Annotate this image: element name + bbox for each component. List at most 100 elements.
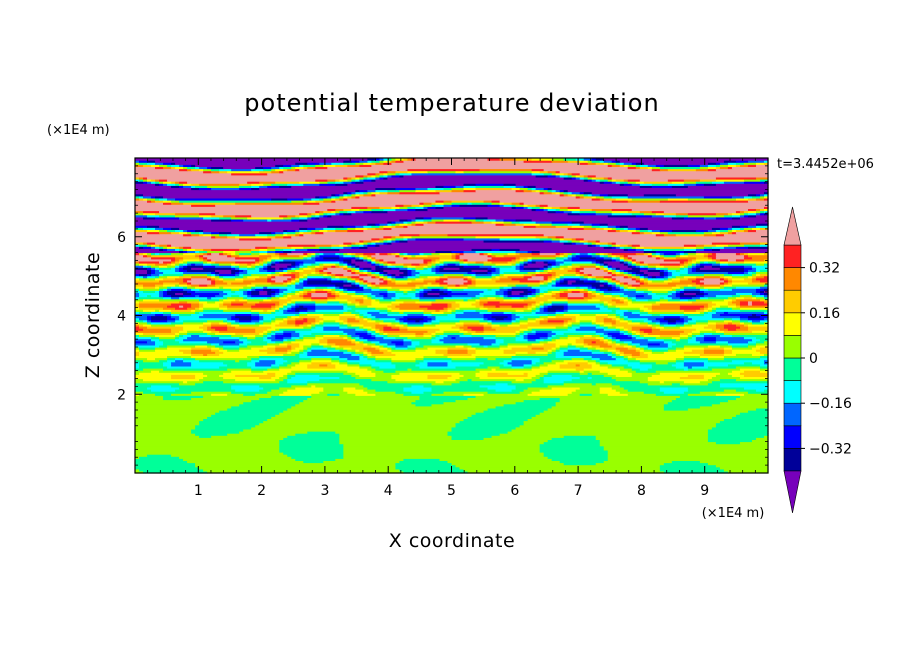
field-cell [691, 332, 701, 335]
field-cell [571, 193, 577, 197]
field-cell [247, 338, 264, 342]
field-cell [519, 202, 525, 205]
field-cell [275, 347, 292, 350]
field-cell [311, 361, 332, 365]
field-cell [547, 204, 769, 207]
field-cell [539, 250, 645, 254]
field-cell [299, 355, 340, 359]
field-cell [439, 263, 445, 266]
field-cell [379, 340, 393, 344]
field-cell [383, 344, 388, 348]
field-cell [611, 267, 617, 270]
field-cell [307, 317, 316, 321]
field-cell [395, 225, 405, 228]
field-cell [135, 208, 328, 212]
field-cell [359, 313, 364, 317]
field-cell [687, 407, 757, 411]
field-cell [343, 332, 348, 335]
field-cell [395, 235, 405, 239]
field-cell [687, 338, 697, 342]
field-cell [759, 351, 769, 354]
field-cell [619, 384, 721, 388]
field-cell [343, 197, 348, 201]
field-cell [763, 208, 769, 212]
field-cell [291, 267, 296, 270]
field-cell [543, 260, 549, 264]
field-cell [379, 292, 388, 296]
field-cell [503, 338, 517, 342]
field-cell [139, 263, 148, 266]
field-cell [375, 355, 425, 359]
field-cell [639, 281, 645, 285]
field-cell [367, 351, 372, 354]
field-cell [515, 317, 521, 321]
field-cell [339, 197, 344, 201]
field-cell [743, 393, 769, 396]
field-cell [479, 307, 489, 310]
field-cell [599, 389, 617, 392]
field-cell [351, 242, 356, 245]
field-cell [543, 342, 557, 346]
field-cell [179, 305, 184, 308]
field-cell [135, 197, 140, 201]
field-cell [527, 307, 533, 310]
field-cell [411, 235, 477, 239]
field-cell [423, 218, 433, 222]
field-cell [291, 361, 300, 365]
field-cell [375, 357, 393, 361]
field-cell [203, 263, 212, 266]
field-cell [435, 185, 445, 188]
field-cell [447, 309, 453, 312]
field-cell [395, 237, 405, 241]
field-cell [511, 288, 529, 291]
field-cell [567, 256, 573, 260]
field-cell [631, 275, 637, 279]
field-cell [259, 231, 272, 235]
field-cell [743, 321, 753, 325]
field-cell [279, 290, 284, 293]
field-cell [419, 292, 425, 296]
field-cell [495, 296, 505, 300]
field-cell [415, 292, 421, 296]
field-cell [535, 307, 541, 310]
field-cell [435, 323, 457, 327]
field-cell [247, 271, 272, 275]
field-cell [491, 368, 497, 371]
field-cell [135, 447, 280, 451]
field-cell [275, 267, 280, 270]
field-cell [275, 344, 288, 348]
field-cell [267, 275, 272, 279]
field-cell [339, 275, 348, 279]
field-cell [559, 189, 565, 193]
field-cell [271, 334, 276, 338]
field-cell [375, 242, 384, 245]
field-cell [631, 284, 641, 287]
field-cell [271, 330, 276, 333]
field-cell [591, 286, 597, 289]
field-cell [535, 374, 545, 377]
field-cell [467, 279, 473, 283]
field-cell [463, 374, 477, 377]
field-cell [511, 428, 709, 432]
field-cell [263, 344, 276, 348]
field-cell [359, 284, 364, 287]
field-cell [419, 273, 445, 277]
field-cell [367, 386, 405, 390]
field-cell [395, 305, 421, 308]
field-cell [299, 265, 304, 268]
field-cell [275, 374, 284, 377]
field-cell [587, 359, 597, 363]
field-cell [143, 197, 148, 201]
field-cell [491, 202, 501, 205]
field-cell [391, 279, 397, 283]
field-cell [275, 311, 284, 314]
field-cell [363, 281, 368, 285]
field-cell [699, 260, 705, 264]
field-cell [359, 256, 364, 260]
field-cell [339, 300, 348, 304]
field-cell [471, 414, 537, 417]
field-cell [499, 294, 505, 298]
field-cell [143, 193, 332, 197]
field-cell [347, 290, 356, 293]
field-cell [279, 342, 288, 346]
